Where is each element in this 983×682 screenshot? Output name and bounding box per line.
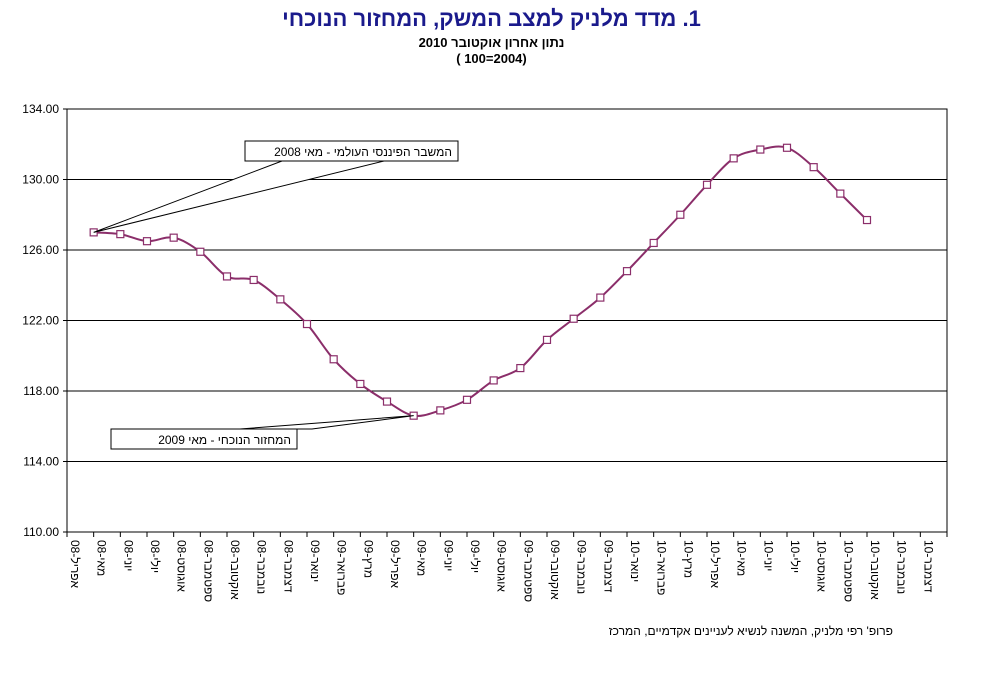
data-point (596, 293, 605, 302)
x-tick-label: יוני-09 (441, 540, 455, 571)
annotation-label: המשבר הפיננסי העולמי - מאי 2008 (274, 145, 452, 159)
data-point (142, 237, 152, 246)
data-point (836, 189, 845, 198)
annotations: המשבר הפיננסי העולמי - מאי 2008 המחזור הנ… (93, 140, 459, 450)
data-point (382, 397, 392, 406)
data-point (756, 145, 765, 154)
x-tick-label: נובמבר-08 (255, 540, 269, 594)
y-tick-label: 114.00 (23, 455, 59, 469)
data-point (169, 233, 178, 242)
y-tick-label: 110.00 (23, 525, 59, 539)
annotation-label: המחזור הנוכחי - מאי 2009 (158, 433, 291, 447)
x-tick-label: אוקטובר-10 (868, 540, 882, 600)
x-tick-label: אוגוסט-09 (495, 540, 509, 592)
x-tick-label: דצמבר-10 (921, 540, 935, 593)
y-tick-label: 130.00 (22, 173, 59, 187)
data-point (676, 210, 685, 219)
series-markers (89, 143, 872, 420)
data-point (249, 275, 258, 285)
x-tick-label: נובמבר-09 (575, 540, 589, 594)
x-tick-label: מרץ-09 (361, 540, 375, 578)
data-point (516, 363, 525, 373)
data-point (622, 267, 632, 276)
x-tick-label: אפריל-10 (708, 540, 722, 589)
y-tick-label: 134.00 (22, 102, 59, 116)
x-tick-label: ספטמבר-10 (841, 540, 855, 602)
x-tick-label: מאי-08 (95, 540, 109, 576)
chart-base-note: (2004=100 ) (456, 51, 527, 66)
data-point (702, 180, 712, 189)
data-point (649, 238, 658, 248)
data-point (782, 143, 792, 152)
x-tick-label: יולי-10 (788, 540, 802, 573)
y-axis: 110.00 114.00 118.00 122.00 126.00 130.00 134.… (22, 102, 67, 539)
data-point (542, 335, 552, 344)
chart-subtitle: נתון אחרון אוקטובר 2010 (418, 35, 565, 50)
data-point (276, 295, 285, 304)
x-tick-label: אוקטובר-09 (548, 540, 562, 600)
x-tick-label: מאי-10 (735, 540, 749, 576)
annotation-box (110, 428, 298, 450)
x-tick-label: יוני-08 (121, 540, 135, 571)
x-tick-label: אפריל-09 (388, 540, 402, 589)
annotation-callout (239, 415, 414, 430)
x-tick-label: פברואר-09 (335, 540, 349, 595)
x-tick-label: מרץ-10 (681, 540, 695, 578)
x-tick-label: ינואר-09 (308, 540, 322, 582)
data-point (569, 314, 578, 323)
x-tick-label: יולי-09 (468, 540, 482, 573)
annotation-box (244, 140, 459, 162)
chart-title: 1. מדד מלניק למצב המשק, המחזור הנוכחי (282, 6, 701, 31)
data-point (116, 230, 125, 239)
data-point (862, 215, 872, 225)
data-point (462, 395, 472, 404)
data-point (302, 319, 312, 329)
annotation-callout (93, 160, 385, 233)
x-tick-label: יוני-10 (761, 540, 775, 571)
x-tick-label: ספטמבר-08 (201, 540, 215, 602)
data-point (809, 163, 818, 172)
x-tick-label: יולי-08 (148, 540, 162, 573)
x-tick-label: אפריל-08 (68, 540, 82, 589)
x-tick-label: אוגוסט-08 (175, 540, 189, 592)
x-tick-label: אוגוסט-10 (815, 540, 829, 592)
source-note: פרופ' רפי מלניק, המשנה לנשיא לעניינים אק… (608, 624, 893, 638)
x-tick-label: נובמבר-10 (895, 540, 909, 594)
grid-lines (67, 108, 947, 533)
data-point (729, 154, 738, 163)
series-line (93, 145, 868, 417)
data-point (329, 355, 338, 364)
data-point (196, 247, 205, 256)
y-tick-label: 122.00 (22, 314, 59, 328)
data-point (436, 406, 445, 415)
data-point (489, 376, 498, 385)
x-axis: אפריל-08 מאי-08 יוני-08 יולי-08 אוגוסט-08 ספט… (66, 532, 948, 602)
data-point (356, 379, 365, 389)
x-tick-label: דצמבר-09 (601, 540, 615, 593)
x-tick-label: ספטמבר-09 (521, 540, 535, 602)
y-tick-label: 118.00 (23, 384, 59, 398)
x-tick-label: ינואר-10 (628, 540, 642, 582)
x-tick-label: מאי-09 (415, 540, 429, 576)
x-tick-label: פברואר-10 (655, 540, 669, 595)
data-point (222, 272, 232, 281)
x-tick-label: אוקטובר-08 (228, 540, 242, 600)
x-tick-label: דצמבר-08 (281, 540, 295, 593)
y-tick-label: 126.00 (22, 243, 59, 257)
